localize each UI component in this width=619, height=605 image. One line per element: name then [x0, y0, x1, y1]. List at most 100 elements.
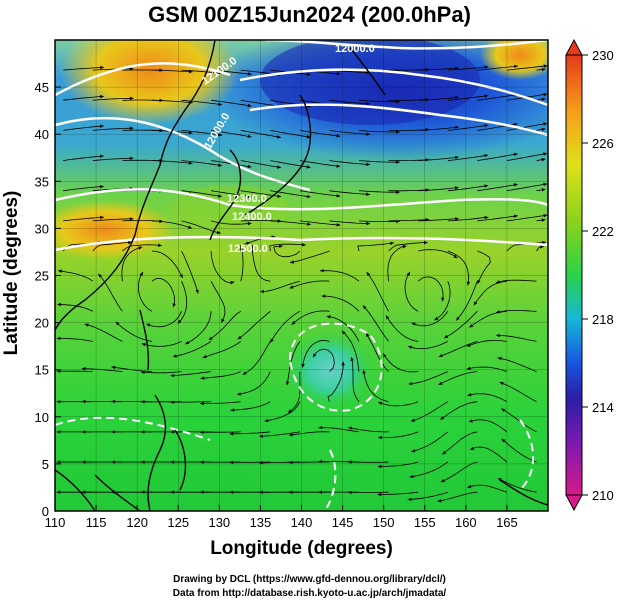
streamline	[63, 125, 104, 131]
streamline-arrow	[56, 430, 61, 434]
streamline-arrow	[454, 95, 459, 100]
streamline	[211, 130, 252, 138]
x-axis-ticks: 110 115 120 125 130 135 140 145 150 155 160 165	[45, 505, 518, 530]
streamline-arrow	[195, 289, 199, 294]
streamline	[382, 353, 419, 373]
streamline	[327, 361, 344, 402]
streamline	[200, 401, 241, 404]
streamline	[357, 242, 395, 252]
streamline-arrow	[385, 315, 390, 320]
streamline-arrow	[84, 323, 89, 327]
streamline-arrow	[406, 272, 410, 277]
streamline-arrow	[543, 122, 548, 126]
streamline-arrow	[496, 333, 500, 338]
streamline-arrow	[408, 345, 413, 350]
streamline-arrow	[495, 310, 500, 314]
streamline	[242, 341, 271, 375]
streamline-arrow	[541, 67, 546, 72]
streamline-arrow	[396, 130, 400, 134]
streamline	[329, 130, 371, 135]
streamline	[388, 219, 430, 222]
streamline	[92, 241, 132, 252]
streamline	[269, 310, 301, 343]
streamline	[358, 220, 400, 222]
streamline	[181, 250, 199, 294]
streamline-arrow	[264, 418, 269, 423]
streamline	[417, 276, 444, 302]
streamline-arrow	[202, 354, 207, 359]
streamline	[299, 160, 341, 167]
x-axis-label: Longitude (degrees)	[210, 538, 393, 559]
streamline	[378, 401, 419, 407]
streamline	[329, 160, 371, 165]
streamline	[358, 130, 400, 133]
streamline	[411, 311, 449, 327]
streamline-arrow	[111, 460, 115, 464]
colorbar-tick-label: 210	[592, 488, 614, 503]
streamline-arrow	[484, 153, 489, 158]
streamline	[447, 95, 489, 101]
streamline-arrow	[467, 484, 472, 489]
streamline	[151, 220, 193, 229]
x-tick-label: 125	[167, 515, 189, 530]
streamline	[437, 491, 478, 502]
streamline	[181, 69, 223, 74]
streamline	[185, 311, 212, 345]
streamline	[92, 68, 134, 71]
credit-data-source: Data from http://database.rish.kyoto-u.a…	[172, 588, 447, 599]
streamline	[63, 95, 104, 101]
streamline-arrow	[454, 125, 459, 130]
streamline	[63, 155, 104, 161]
streamline	[270, 160, 311, 168]
streamline-arrow	[277, 135, 281, 139]
y-tick-label: 40	[35, 127, 49, 142]
streamline-arrow	[456, 316, 460, 321]
streamline	[291, 310, 330, 325]
streamline-arrow	[336, 223, 341, 227]
streamline	[438, 371, 478, 386]
coastlines	[55, 40, 548, 511]
streamline	[259, 431, 300, 437]
streamline-arrow	[287, 409, 292, 413]
streamline-arrow	[98, 273, 103, 278]
colorbar-top-arrow	[565, 38, 583, 56]
streamline-arrow	[247, 221, 252, 226]
streamline	[506, 214, 548, 222]
y-tick-label: 25	[35, 269, 49, 284]
streamline	[299, 220, 341, 226]
streamline-arrow	[326, 315, 331, 319]
streamline-arrow	[453, 254, 458, 259]
streamline	[496, 335, 537, 342]
streamline-arrow	[501, 408, 506, 412]
streamline-arrow	[127, 240, 132, 245]
streamline	[506, 183, 548, 192]
streamline	[418, 218, 459, 222]
streamline	[473, 280, 507, 306]
streamline	[469, 310, 507, 328]
streamline-arrow	[288, 460, 293, 465]
streamline	[455, 281, 478, 321]
streamline-arrow	[350, 357, 354, 361]
streamline	[506, 123, 548, 131]
streamline	[418, 67, 459, 71]
streamline	[172, 341, 212, 358]
streamline	[237, 310, 271, 340]
streamline	[260, 280, 301, 293]
streamline-arrow	[288, 433, 293, 437]
streamline-arrow	[158, 243, 162, 247]
streamline-arrow	[179, 273, 183, 278]
streamline-arrow	[441, 297, 445, 302]
streamline-arrow	[57, 302, 62, 307]
streamline	[312, 348, 335, 372]
streamline-arrow	[423, 240, 428, 245]
streamline	[63, 216, 104, 222]
streamline-arrow	[221, 318, 225, 323]
streamline-arrow	[366, 132, 370, 136]
streamline-arrow	[540, 245, 544, 249]
streamline-arrow	[341, 361, 345, 366]
colorbar-tick-label: 226	[592, 136, 614, 151]
streamline	[377, 461, 419, 467]
streamline-arrow	[170, 400, 175, 404]
streamline	[441, 431, 478, 455]
streamline	[348, 427, 389, 433]
